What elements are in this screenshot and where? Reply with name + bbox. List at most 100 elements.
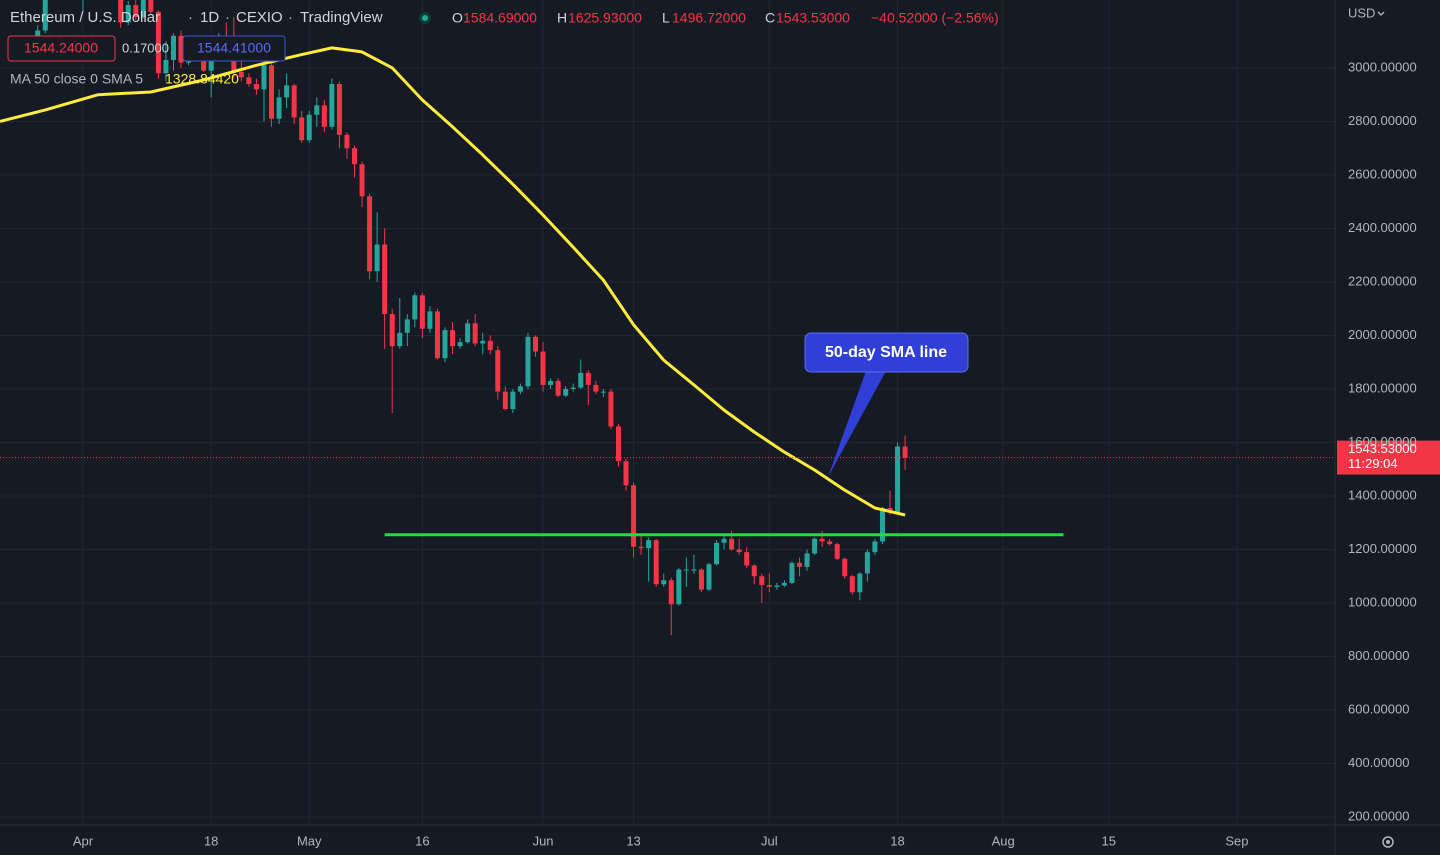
candle-body [276,97,282,119]
price-tag: 1543.53000 11:29:04 [1337,440,1440,475]
bid[interactable]: 1544.24000 [24,40,98,56]
y-tick-label: 200.00000 [1348,808,1409,823]
candle-body [261,65,267,90]
candle-body [238,71,244,78]
candle-body [698,569,704,590]
countdown: 11:29:04 [1348,456,1398,471]
plot [0,0,1335,636]
candle-body [359,164,365,197]
separator: · [188,9,193,26]
candle-body [502,391,508,410]
separator: · [225,9,230,26]
candle-body [849,576,855,593]
symbol: Ethereum / U.S. Dollar [10,9,160,26]
candle-body [812,538,818,554]
candle-body [570,387,576,389]
candle-body [540,351,546,385]
candle-body [374,244,380,272]
candle-body [578,372,584,388]
callout-box [804,332,969,373]
price-tag-value: 1543.53000 [1348,441,1417,456]
candle-body [510,391,516,410]
y-tick-label: 2800.00000 [1348,113,1417,128]
candle-body [563,388,569,396]
candle-body [382,244,388,315]
gear[interactable] [1382,836,1394,848]
candle-body [427,311,433,329]
x-tick-label: Jul [761,833,778,848]
y-tick-label: 2200.00000 [1348,273,1417,288]
y-tick-label: 2600.00000 [1348,166,1417,181]
ohlc-value: 1584.69000 [463,10,537,26]
candle-body [623,461,629,486]
candle-body [118,0,124,23]
candle-body [714,542,720,565]
gear-center[interactable] [1386,840,1390,844]
candle-body [336,83,342,135]
currency[interactable]: USD [1348,5,1375,20]
candle-body [796,562,802,567]
candle-body [834,544,840,559]
ohlc-key: L [662,10,670,26]
y-tick-label: 1200.00000 [1348,541,1417,556]
settings-icon[interactable] [1382,836,1394,848]
y-tick-label: 2400.00000 [1348,220,1417,235]
candle-body [269,65,275,119]
status-dot [422,15,428,21]
candle-body [299,117,305,141]
bid-box[interactable] [7,35,116,62]
x-tick-label: Jun [533,833,554,848]
candle-body [706,564,712,590]
candle-body [412,295,418,320]
candle-body [676,569,682,605]
candle-body [608,391,614,427]
candle-body [457,342,463,347]
candle-body [864,552,870,574]
candle-body [736,549,742,553]
ohlc-value: 1496.72000 [672,10,746,26]
x-tick-label: Apr [73,833,94,848]
ask[interactable]: 1544.41000 [197,40,271,56]
candle-body [480,340,486,344]
candle-body [178,35,184,63]
candle-body [683,569,689,571]
x-tick-label: May [297,833,322,848]
x-tick-label: 18 [890,833,904,848]
ohlc-value: 1625.93000 [568,10,642,26]
candle-body [766,585,772,587]
candle-body [389,314,395,347]
x-tick-label: Sep [1225,833,1248,848]
candle-body [729,538,735,550]
y-tick-label: 800.00000 [1348,648,1409,663]
candle-body [804,553,810,567]
y-tick-label: 400.00000 [1348,755,1409,770]
candle-body [646,540,652,549]
candle-body [668,580,674,605]
callout-text: 50-day SMA line [825,344,947,361]
indicator-value: 1328.84420 [165,71,239,87]
separator: · [288,9,293,26]
candle-body [329,83,335,127]
candle-body [857,573,863,593]
candle-body [615,426,621,462]
candle-body [548,380,554,385]
candle-body [872,541,878,553]
candle-body [306,114,312,141]
candle-body [450,330,456,347]
x-tick-label: 16 [415,833,429,848]
candle-body [781,582,787,586]
candle-body [140,0,146,18]
candle-body [827,541,833,545]
candle-body [638,546,644,549]
candle-body [525,336,531,387]
x-tick-label: Aug [992,833,1015,848]
ask-box[interactable] [182,35,286,62]
candle-body [895,446,901,513]
candle-body [148,0,154,12]
candle-body [517,386,523,392]
y-tick-label: 1400.00000 [1348,487,1417,502]
candle-body [879,508,885,542]
candle-body [653,540,659,585]
currency-chevron[interactable] [1377,11,1385,16]
